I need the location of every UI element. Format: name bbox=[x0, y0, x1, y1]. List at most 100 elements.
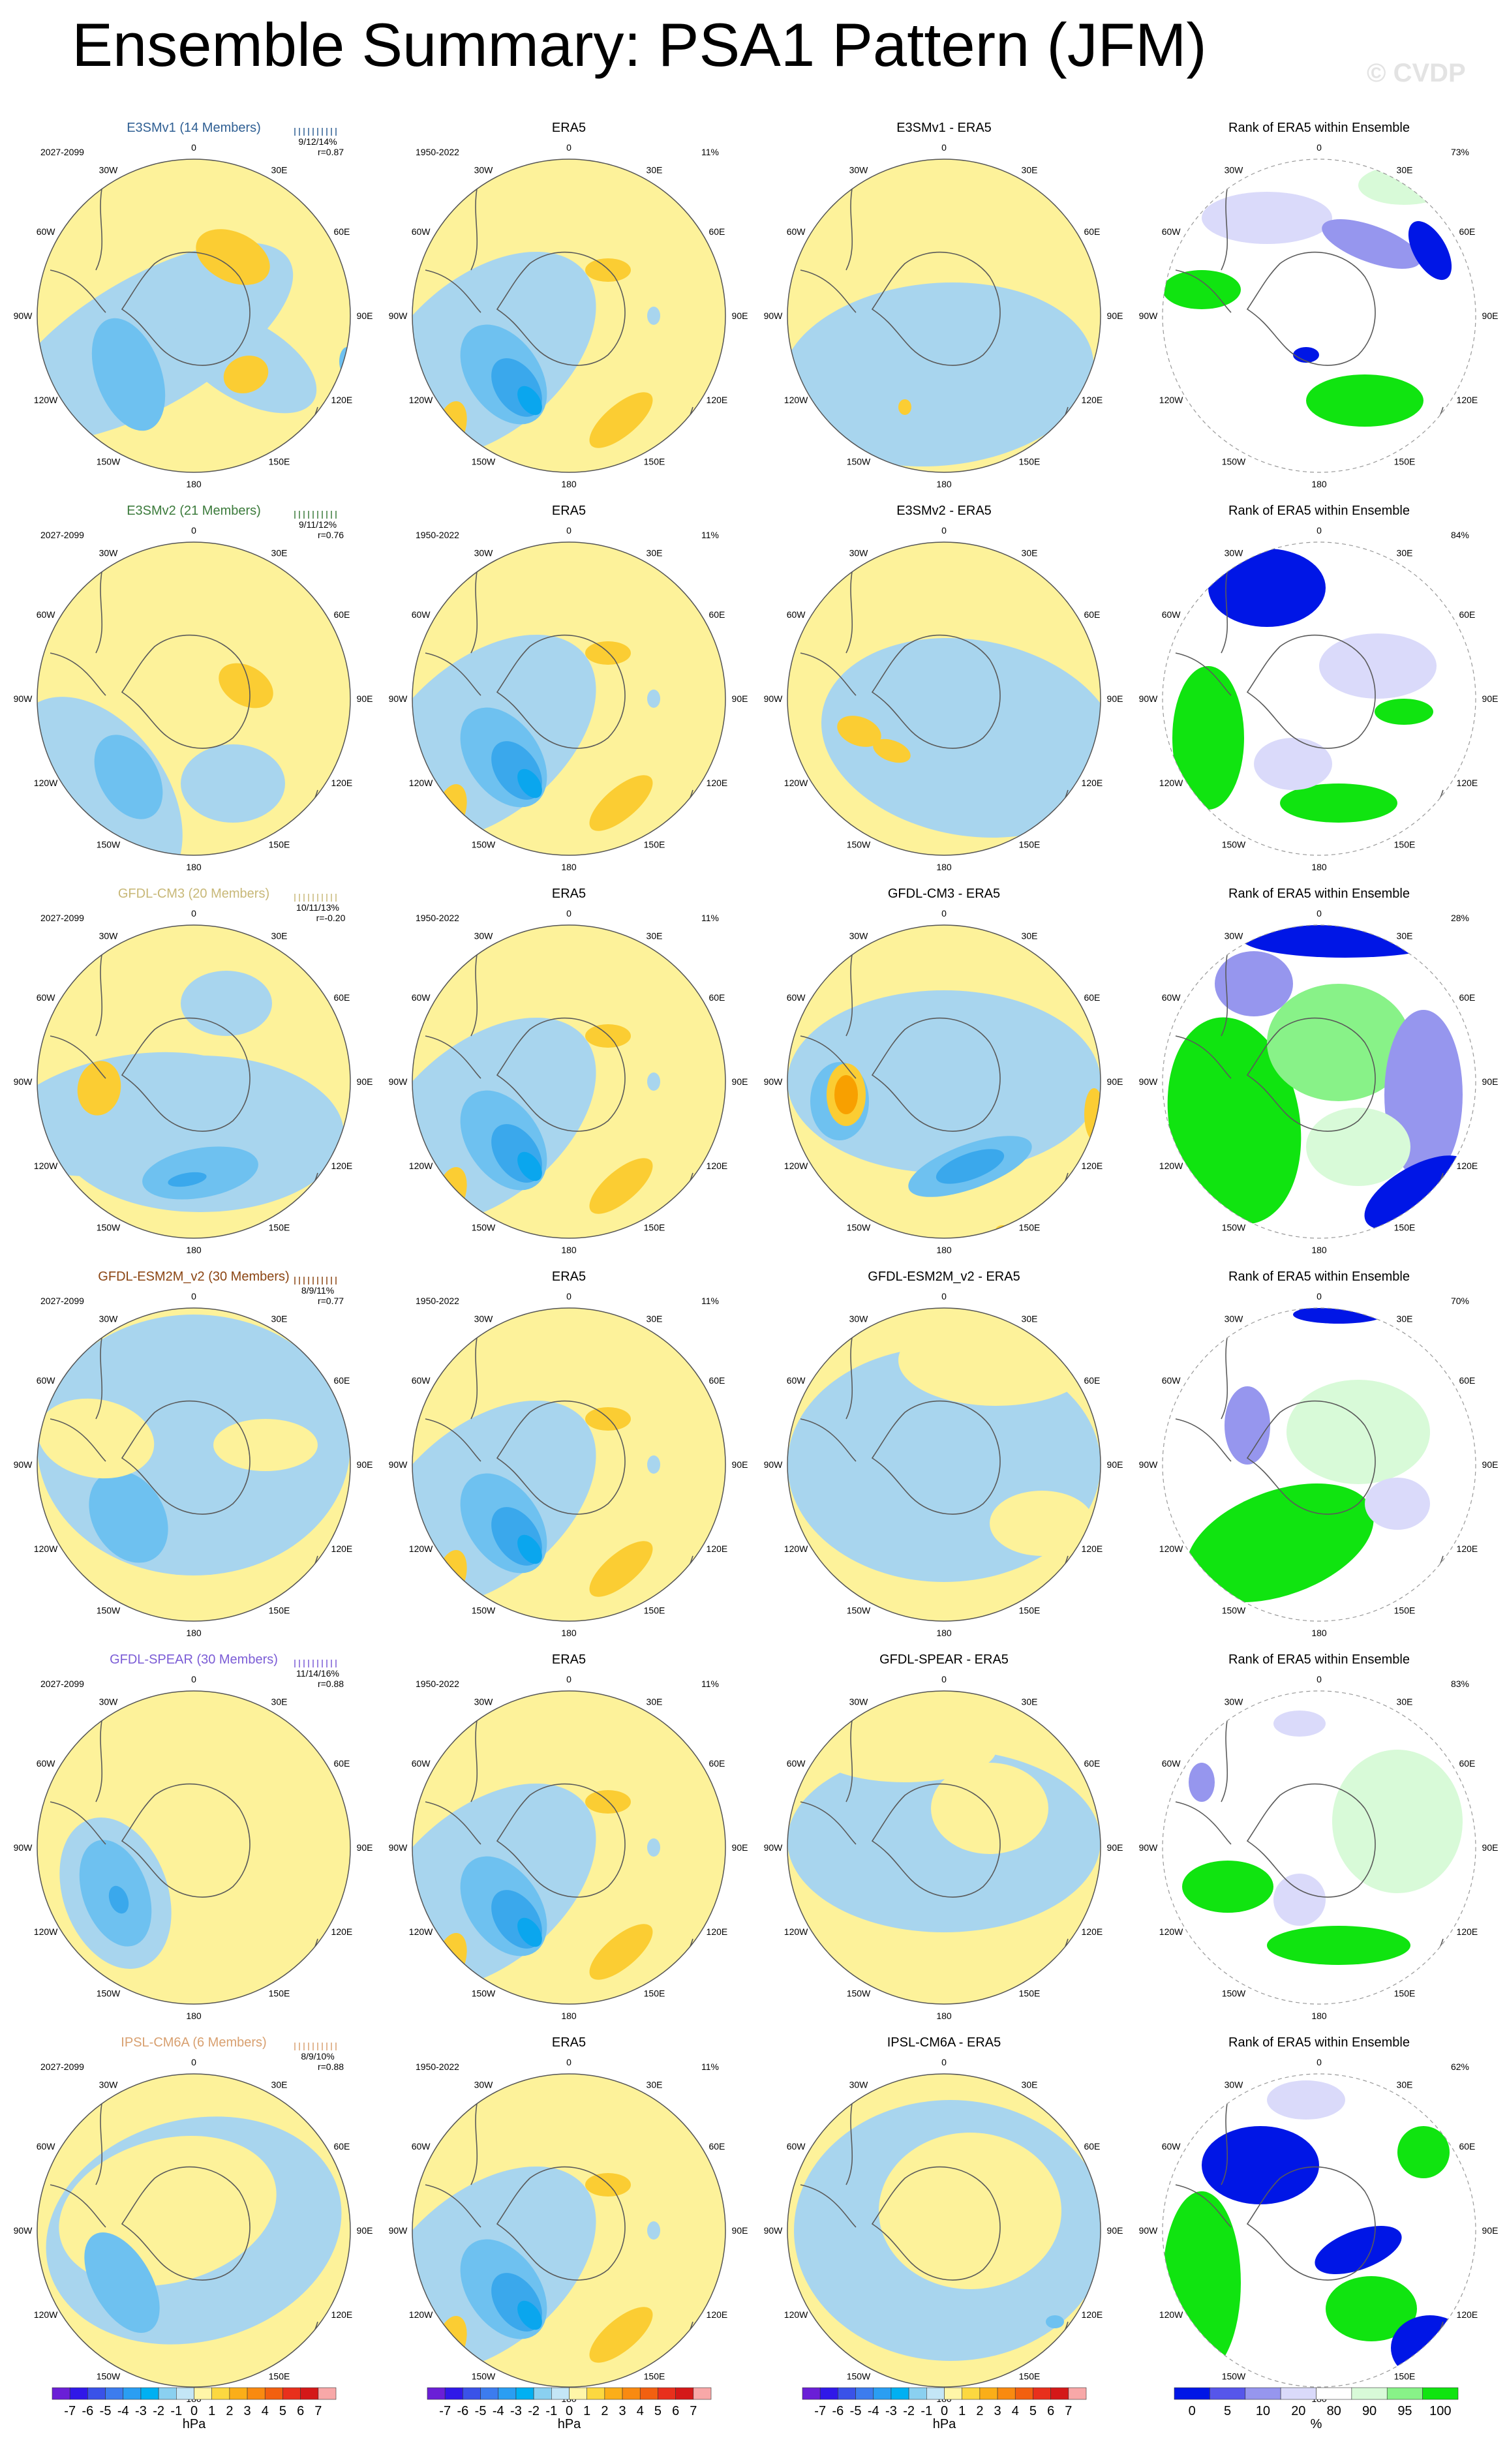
antarctica-coastline bbox=[1246, 251, 1376, 366]
longitude-label: 30E bbox=[1022, 931, 1038, 941]
panel-percent: 28% bbox=[1451, 913, 1469, 923]
longitude-label: 90W bbox=[764, 1076, 784, 1087]
colorbar-tick-label: 7 bbox=[690, 2404, 697, 2418]
longitude-label: 120E bbox=[1082, 1544, 1103, 1554]
colorbar-tick-label: 5 bbox=[654, 2404, 662, 2418]
panel-percent: 11% bbox=[701, 913, 719, 923]
map-border bbox=[412, 1690, 726, 2005]
longitude-label: 60W bbox=[37, 226, 56, 237]
map-border bbox=[412, 924, 726, 1239]
map-panel-diff-2: 0 30E 60E 90E 120E 150E 180 150W 120W 90W 60W 30W E3… bbox=[764, 504, 1123, 872]
anomaly-contour bbox=[936, 1149, 1005, 1184]
colorbar-tick-label: 0 bbox=[190, 2404, 198, 2418]
south-america-coastline bbox=[50, 1333, 106, 1462]
panel-correlation: r=0.88 bbox=[318, 2061, 344, 2072]
member-ticks bbox=[294, 894, 337, 902]
colorbar-tick-label: -3 bbox=[885, 2404, 897, 2418]
longitude-label: 60W bbox=[1162, 1758, 1181, 1769]
rank-region bbox=[1267, 2080, 1345, 2120]
anomaly-contour bbox=[585, 2173, 631, 2197]
longitude-label: 90E bbox=[1107, 1459, 1123, 1470]
colorbar-tick-label: -1 bbox=[921, 2404, 932, 2418]
longitude-label: 180 bbox=[1311, 1245, 1327, 1255]
colorbar-tick-label: 2 bbox=[226, 2404, 233, 2418]
longitude-label: 150E bbox=[644, 456, 665, 466]
longitude-label: 0 bbox=[1317, 2057, 1322, 2067]
longitude-label: 90E bbox=[1107, 693, 1123, 704]
south-america-coastline bbox=[1175, 2099, 1232, 2228]
longitude-label: 60E bbox=[1084, 992, 1100, 1003]
colorbar-tick-label: 2 bbox=[601, 2404, 608, 2418]
panel-percent: 11% bbox=[701, 1296, 719, 1306]
longitude-label: 30W bbox=[1225, 1697, 1244, 1707]
panel-title: GFDL-ESM2M_v2 (30 Members) bbox=[98, 1270, 289, 1284]
rank-region bbox=[1306, 374, 1423, 427]
longitude-label: 150W bbox=[1222, 1222, 1246, 1232]
longitude-label: 60W bbox=[1162, 2141, 1181, 2152]
rank-region bbox=[1182, 1861, 1273, 1913]
colorbar-swatch bbox=[1014, 2387, 1033, 2400]
panel-percent: 11% bbox=[701, 1679, 719, 1689]
colorbar-tick-label: 6 bbox=[1047, 2404, 1054, 2418]
longitude-label: 30W bbox=[849, 165, 869, 175]
map-panel-era5-1: 0 30E 60E 90E 120E 150E 180 150W 120W 90W 60W 30W ER… bbox=[389, 121, 748, 489]
map-border bbox=[787, 159, 1101, 473]
longitude-label: 90E bbox=[1107, 1842, 1123, 1853]
map-panel-era5-2: 0 30E 60E 90E 120E 150E 180 150W 120W 90W 60W 30W ER… bbox=[389, 504, 748, 872]
panel-title: IPSL-CM6A (6 Members) bbox=[121, 2035, 266, 2050]
antarctica-coastline bbox=[121, 1400, 251, 1515]
panel-title: IPSL-CM6A - ERA5 bbox=[887, 2035, 1001, 2050]
map-panel-era5-4: 0 30E 60E 90E 120E 150E 180 150W 120W 90W 60W 30W ER… bbox=[389, 1270, 748, 1638]
colorbar-tick-label: -5 bbox=[475, 2404, 487, 2418]
colorbar-swatch bbox=[463, 2387, 481, 2400]
panel-period: 2027-2099 bbox=[40, 147, 84, 157]
panel-title: Rank of ERA5 within Ensemble bbox=[1228, 504, 1410, 518]
longitude-label: 150E bbox=[1394, 1222, 1416, 1232]
longitude-label: 60W bbox=[37, 2141, 56, 2152]
colorbar-tick-label: -7 bbox=[814, 2404, 826, 2418]
longitude-label: 180 bbox=[186, 479, 202, 489]
longitude-label: 30E bbox=[1397, 1314, 1413, 1324]
longitude-label: 150E bbox=[1394, 1988, 1416, 1998]
longitude-label: 30E bbox=[1022, 2080, 1038, 2090]
longitude-label: 90E bbox=[1482, 1842, 1499, 1853]
map-field bbox=[37, 1308, 350, 1621]
map-field bbox=[37, 2074, 350, 2387]
longitude-label: 0 bbox=[941, 1291, 947, 1301]
longitude-label: 90E bbox=[732, 1842, 748, 1853]
colorbar-swatch bbox=[1422, 2387, 1459, 2400]
longitude-label: 0 bbox=[566, 1291, 571, 1301]
longitude-label: 120E bbox=[331, 778, 353, 788]
map-field bbox=[412, 925, 725, 1238]
rank-region bbox=[1167, 1017, 1302, 1224]
longitude-label: 90W bbox=[14, 311, 33, 321]
longitude-label: 180 bbox=[186, 1628, 202, 1638]
map-border bbox=[787, 2073, 1101, 2388]
south-america-coastline bbox=[50, 1716, 106, 1845]
longitude-label: 30E bbox=[1022, 1697, 1038, 1707]
map-field bbox=[37, 1691, 350, 2004]
map-field bbox=[787, 2074, 1101, 2387]
longitude-label: 180 bbox=[936, 1628, 952, 1638]
longitude-label: 120E bbox=[1457, 2309, 1478, 2320]
longitude-label: 120W bbox=[34, 1926, 58, 1937]
longitude-label: 90W bbox=[389, 311, 408, 321]
map-panel-rank-2: 0 30E 60E 90E 120E 150E 180 150W 120W 90W 60W 30W Ra… bbox=[1139, 504, 1499, 872]
longitude-label: 120W bbox=[1159, 1926, 1183, 1937]
longitude-label: 90E bbox=[1482, 1459, 1499, 1470]
colorbar-swatch bbox=[639, 2387, 658, 2400]
longitude-label: 120W bbox=[34, 778, 58, 788]
longitude-label: 0 bbox=[941, 908, 947, 919]
longitude-label: 90W bbox=[1139, 2225, 1159, 2236]
longitude-label: 90W bbox=[389, 1842, 408, 1853]
colorbar-tick-label: 95 bbox=[1397, 2404, 1412, 2418]
longitude-label: 120W bbox=[1159, 2309, 1183, 2320]
longitude-label: 90E bbox=[357, 2225, 373, 2236]
panel-period: 2027-2099 bbox=[40, 1296, 84, 1306]
longitude-label: 60E bbox=[333, 1758, 350, 1769]
longitude-label: 60W bbox=[37, 1375, 56, 1386]
longitude-label: 30W bbox=[849, 931, 869, 941]
anomaly-contour bbox=[585, 258, 631, 282]
colorbar-swatch bbox=[87, 2387, 106, 2400]
